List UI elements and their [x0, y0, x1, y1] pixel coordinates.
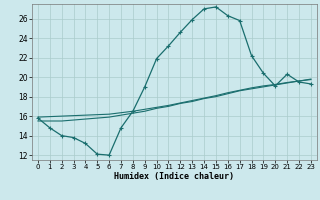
X-axis label: Humidex (Indice chaleur): Humidex (Indice chaleur) [115, 172, 234, 181]
